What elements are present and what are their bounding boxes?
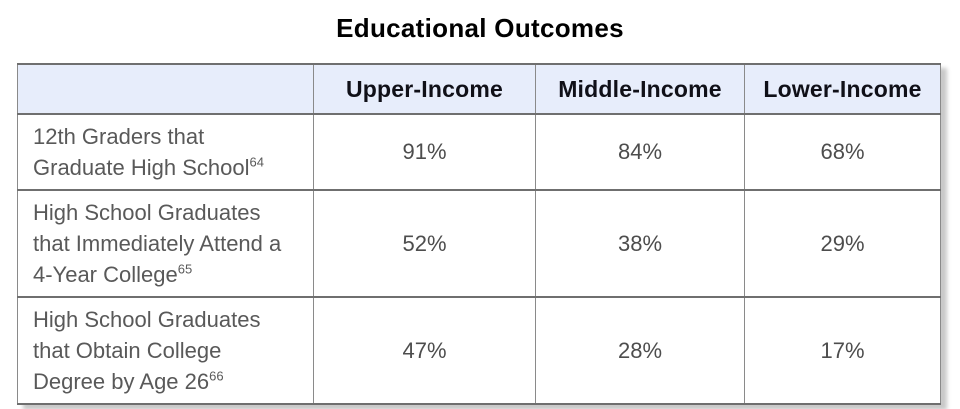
- value-cell: 47%: [313, 296, 536, 405]
- value-cell: 28%: [535, 296, 745, 405]
- footnote-ref: 66: [209, 368, 224, 384]
- row-label-text: High School Graduates that Immediately A…: [33, 200, 282, 287]
- outcomes-table: Upper-Income Middle-Income Lower-Income …: [17, 63, 941, 405]
- value-cell: 91%: [313, 113, 536, 191]
- value-cell: 29%: [744, 189, 941, 298]
- column-header-middle-income: Middle-Income: [535, 63, 745, 115]
- value-cell: 17%: [744, 296, 941, 405]
- footnote-ref: 64: [249, 154, 264, 170]
- value-cell: 68%: [744, 113, 941, 191]
- row-label: 12th Graders that Graduate High School64: [17, 113, 314, 191]
- column-header-lower-income: Lower-Income: [744, 63, 941, 115]
- row-label: High School Graduates that Obtain Colleg…: [17, 296, 314, 405]
- footnote-ref: 65: [177, 261, 193, 277]
- row-label-text: 12th Graders that Graduate High School: [33, 124, 250, 180]
- column-header-upper-income: Upper-Income: [313, 63, 536, 115]
- page-title: Educational Outcomes: [336, 13, 624, 43]
- corner-cell: [17, 63, 314, 115]
- header-row: Upper-Income Middle-Income Lower-Income: [17, 63, 941, 115]
- value-cell: 52%: [313, 189, 536, 298]
- table-row: 12th Graders that Graduate High School64…: [17, 113, 941, 191]
- row-label-text: High School Graduates that Obtain Colleg…: [33, 307, 261, 394]
- table-row: High School Graduates that Immediately A…: [17, 189, 941, 298]
- row-label: High School Graduates that Immediately A…: [17, 189, 314, 298]
- table-row: High School Graduates that Obtain Colleg…: [17, 296, 941, 405]
- value-cell: 84%: [535, 113, 745, 191]
- page: Educational Outcomes Upper-Income Middle…: [0, 13, 960, 409]
- value-cell: 38%: [535, 189, 745, 298]
